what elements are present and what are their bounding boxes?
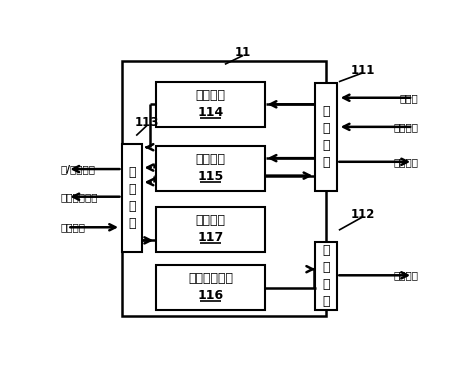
Bar xyxy=(122,144,142,252)
Bar xyxy=(156,82,265,127)
Text: 直流电: 直流电 xyxy=(400,93,418,103)
Text: 第
一
端
口: 第 一 端 口 xyxy=(322,105,330,169)
Text: 控制信号: 控制信号 xyxy=(394,122,418,132)
Text: 正/负直流电: 正/负直流电 xyxy=(60,164,95,174)
Bar xyxy=(156,146,265,191)
Text: 111: 111 xyxy=(350,64,375,77)
Text: 11: 11 xyxy=(235,46,251,59)
Text: 113: 113 xyxy=(135,116,159,129)
Text: 114: 114 xyxy=(197,106,224,119)
Text: 116: 116 xyxy=(198,289,223,302)
Bar xyxy=(122,61,326,316)
Text: 第
三
端
口: 第 三 端 口 xyxy=(128,166,135,230)
Text: 同轴传输电路: 同轴传输电路 xyxy=(188,273,233,285)
Text: 117: 117 xyxy=(197,231,224,244)
Text: 112: 112 xyxy=(350,208,375,221)
Text: 分压信号: 分压信号 xyxy=(394,157,418,167)
Bar xyxy=(156,207,265,252)
Bar xyxy=(315,83,337,191)
Bar xyxy=(156,265,265,310)
Text: 供电电路: 供电电路 xyxy=(195,89,226,102)
Text: 115: 115 xyxy=(197,170,224,183)
Text: 同轴信号: 同轴信号 xyxy=(394,270,418,280)
Text: 同轴信号: 同轴信号 xyxy=(60,222,85,232)
Text: 控制电路: 控制电路 xyxy=(195,153,226,166)
Text: 第
二
端
口: 第 二 端 口 xyxy=(322,244,330,308)
Text: 检测电路: 检测电路 xyxy=(195,214,226,227)
Bar xyxy=(315,242,337,310)
Text: 偏置配置信号: 偏置配置信号 xyxy=(60,192,98,202)
